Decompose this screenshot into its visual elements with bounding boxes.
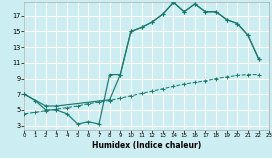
X-axis label: Humidex (Indice chaleur): Humidex (Indice chaleur) <box>92 140 202 149</box>
